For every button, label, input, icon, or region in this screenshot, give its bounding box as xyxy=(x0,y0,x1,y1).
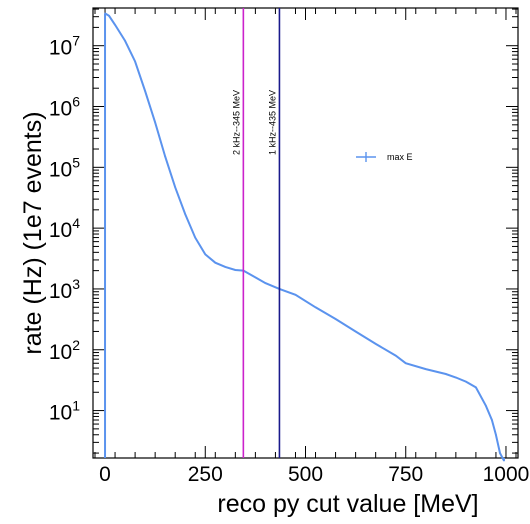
cut-line-label: 1 kHz--435 MeV xyxy=(267,90,277,155)
x-axis-title: reco py cut value [MeV] xyxy=(217,490,478,518)
data-point xyxy=(114,24,116,26)
data-point xyxy=(194,236,197,239)
data-point xyxy=(254,276,257,279)
x-tick-label: 750 xyxy=(388,463,423,486)
data-point xyxy=(374,343,377,345)
data-point xyxy=(184,213,187,215)
data-point xyxy=(204,253,207,256)
legend: max E xyxy=(356,152,413,162)
data-point xyxy=(495,433,497,436)
data-point xyxy=(445,373,447,375)
data-point xyxy=(124,40,126,42)
data-point xyxy=(108,15,110,17)
y-axis-title: rate (Hz) (1e7 events) xyxy=(19,111,47,354)
data-point xyxy=(455,376,457,379)
x-tick-label: 250 xyxy=(188,463,223,486)
y-tick-label: 102 xyxy=(49,337,80,364)
data-point xyxy=(499,452,501,454)
data-point xyxy=(174,186,176,189)
data-point xyxy=(475,386,477,389)
data-point xyxy=(314,306,317,309)
y-tick-label: 105 xyxy=(49,154,80,181)
series-line-max-e xyxy=(104,12,505,462)
data-point xyxy=(354,330,357,333)
y-tick-label: 104 xyxy=(49,215,80,242)
data-point xyxy=(334,318,337,320)
data-point xyxy=(224,266,227,268)
data-point xyxy=(404,362,407,365)
data-point xyxy=(503,459,505,462)
data-point xyxy=(485,404,487,407)
data-point xyxy=(214,261,217,264)
data-point xyxy=(465,380,467,383)
data-point xyxy=(491,419,493,421)
x-tick-label: 500 xyxy=(288,463,323,486)
x-tick-label: 1000 xyxy=(483,463,530,486)
cut-line-label: 2 kHz--345 MeV xyxy=(231,90,241,155)
y-tick-label: 107 xyxy=(49,33,80,60)
data-point xyxy=(294,294,297,296)
axis-ticks xyxy=(93,8,518,458)
data-point xyxy=(394,354,397,357)
data-point xyxy=(144,90,146,92)
data-point xyxy=(104,12,106,15)
data-point xyxy=(234,269,237,271)
legend-label-max-e: max E xyxy=(387,152,413,162)
axis-tick-labels: 0 250 500 750 1000 101 102 103 104 105 106 107 xyxy=(49,33,529,486)
data-point xyxy=(164,155,166,158)
annotation-group: 2 kHz--345 MeV 1 kHz--435 MeV xyxy=(231,8,281,458)
data-point xyxy=(264,282,267,284)
x-tick-label: 0 xyxy=(99,463,111,486)
y-tick-label: 103 xyxy=(49,276,80,303)
series-group xyxy=(104,12,505,462)
y-tick-label: 101 xyxy=(49,398,80,425)
data-point xyxy=(424,368,427,370)
y-tick-label: 106 xyxy=(49,94,80,121)
data-point xyxy=(154,121,156,124)
data-point xyxy=(134,60,136,63)
plot-frame xyxy=(92,7,519,459)
